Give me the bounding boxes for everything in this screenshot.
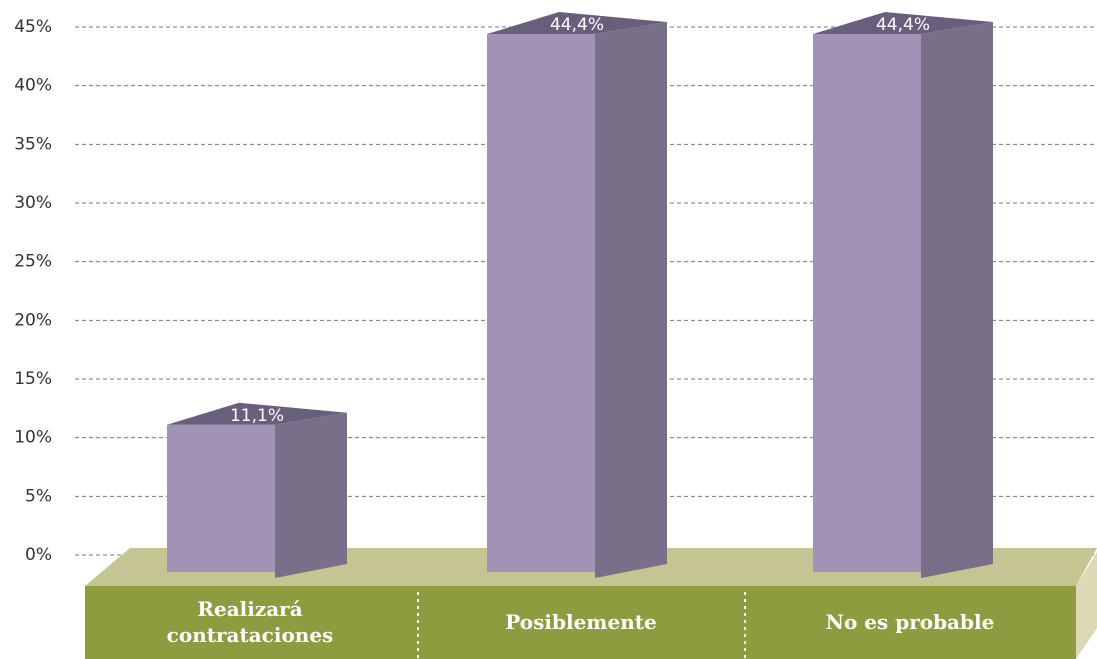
x-tick-label: No es probable bbox=[750, 588, 1070, 656]
bar-top bbox=[487, 12, 667, 35]
y-tick-label: 10% bbox=[14, 428, 52, 448]
bar-top bbox=[167, 402, 347, 425]
value-label: 44,4% bbox=[876, 15, 930, 35]
bar-top bbox=[813, 12, 993, 35]
y-tick-label: 15% bbox=[14, 369, 52, 389]
y-tick-label: 45% bbox=[14, 17, 52, 37]
category-text: Posiblemente bbox=[505, 610, 657, 634]
bar bbox=[167, 424, 275, 572]
x-tick-label: Posiblemente bbox=[421, 588, 741, 656]
category-text: Realizará contrataciones bbox=[166, 597, 334, 647]
y-tick-label: 20% bbox=[14, 310, 52, 330]
y-tick-label: 25% bbox=[14, 252, 52, 272]
y-tick-label: 5% bbox=[25, 486, 52, 506]
value-label: 44,4% bbox=[550, 15, 604, 35]
bar bbox=[813, 34, 921, 573]
y-tick-label: 40% bbox=[14, 76, 52, 96]
bar-side bbox=[275, 412, 347, 578]
value-label: 11,1% bbox=[230, 406, 284, 426]
category-text: No es probable bbox=[825, 610, 995, 634]
floor-side bbox=[1076, 552, 1097, 659]
y-tick-label: 30% bbox=[14, 193, 52, 213]
y-tick-label: 35% bbox=[14, 134, 52, 154]
bar bbox=[487, 34, 595, 573]
floor-front bbox=[85, 586, 1076, 659]
y-tick-label: 0% bbox=[25, 545, 52, 565]
bar-side bbox=[595, 22, 667, 579]
x-tick-label: Realizará contrataciones bbox=[90, 588, 410, 656]
bar-side bbox=[921, 22, 993, 579]
